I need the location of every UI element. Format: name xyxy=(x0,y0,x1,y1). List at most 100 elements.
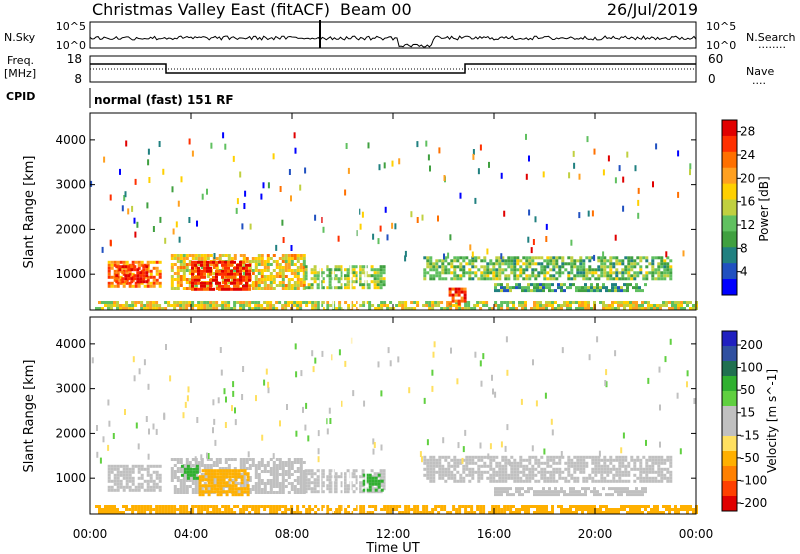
vel-cell xyxy=(377,361,380,368)
power-cell xyxy=(438,265,442,269)
vel-cell xyxy=(459,461,463,465)
vel-cell xyxy=(442,437,445,444)
power-cell xyxy=(389,307,393,310)
vel-cell xyxy=(359,508,363,511)
power-cell xyxy=(630,256,634,260)
power-cell xyxy=(549,256,553,260)
power-cell xyxy=(209,269,212,273)
power-cell xyxy=(459,268,463,272)
power-cell xyxy=(501,259,505,263)
vel-cell xyxy=(597,461,601,465)
power-cell xyxy=(401,301,405,304)
vel-cell xyxy=(477,479,481,483)
power-cell xyxy=(579,274,583,278)
power-cell xyxy=(477,256,481,260)
power-cell xyxy=(191,272,194,276)
vel-cell xyxy=(584,505,587,508)
power-cell xyxy=(440,307,444,310)
vel-cell xyxy=(338,349,341,356)
power-cell xyxy=(486,274,490,278)
power-cell xyxy=(209,272,212,276)
vel-cell xyxy=(207,490,211,494)
vel-cell xyxy=(483,461,487,465)
vel-cell xyxy=(281,464,285,467)
vel-cell xyxy=(665,505,668,508)
power-cell xyxy=(242,304,246,307)
power-cell xyxy=(534,274,538,278)
vel-cell xyxy=(477,455,481,459)
power-cell xyxy=(266,301,270,304)
vel-cell xyxy=(107,508,110,511)
vel-cell xyxy=(107,444,110,451)
power-cell xyxy=(128,284,132,288)
vel-cell xyxy=(263,485,267,488)
power-cell xyxy=(278,284,282,287)
vel-cell xyxy=(590,505,593,508)
power-cell xyxy=(212,304,216,307)
vel-cell xyxy=(471,476,475,480)
power-cell xyxy=(545,304,548,307)
vel-cell xyxy=(137,485,141,489)
vel-cell xyxy=(594,473,598,477)
vel-cell xyxy=(540,467,544,471)
vel-cell xyxy=(128,508,132,511)
power-cell xyxy=(563,289,566,293)
vel-cell xyxy=(668,508,671,511)
vel-cell xyxy=(506,508,510,511)
vel-cell xyxy=(176,476,180,479)
power-cell xyxy=(200,304,204,307)
vel-cell xyxy=(194,461,198,464)
power-cell xyxy=(281,254,285,257)
power-cell xyxy=(545,301,548,304)
vel-cell xyxy=(176,508,180,511)
vel-cell xyxy=(540,473,544,477)
vel-cell xyxy=(368,488,372,492)
power-cell xyxy=(266,263,270,266)
vel-cell xyxy=(116,473,120,477)
power-cell xyxy=(494,301,498,304)
power-cell xyxy=(645,256,649,260)
vel-cell xyxy=(573,467,577,471)
vel-cell xyxy=(648,470,652,474)
vel-cell xyxy=(110,505,113,508)
power-cell xyxy=(173,272,177,275)
vel-cell xyxy=(641,487,644,491)
power-cell xyxy=(218,269,221,273)
vel-cell xyxy=(510,473,514,477)
vel-cell xyxy=(317,456,320,463)
vel-cell xyxy=(590,508,593,511)
power-cell xyxy=(242,266,245,270)
power-cell xyxy=(227,301,231,304)
vel-cell xyxy=(257,508,261,511)
power-cell xyxy=(136,271,140,275)
power-cell xyxy=(446,304,450,307)
power-cell xyxy=(242,278,245,282)
vel-cell xyxy=(340,475,344,479)
vel-cell xyxy=(527,490,530,494)
vel-cell xyxy=(494,493,497,497)
vel-cell xyxy=(639,467,643,471)
power-cell xyxy=(429,268,433,272)
vel-cell xyxy=(555,467,559,471)
vel-cell xyxy=(578,493,581,497)
power-cell xyxy=(582,268,586,272)
vel-cell xyxy=(275,511,279,514)
vel-cell xyxy=(254,473,258,476)
power-cell xyxy=(125,269,129,273)
power-cell xyxy=(221,304,225,307)
vel-cell xyxy=(447,470,451,474)
power-cell xyxy=(352,286,356,290)
vel-cell xyxy=(254,491,258,494)
power-cell xyxy=(379,280,383,284)
time-axis-label: Time UT xyxy=(365,541,419,554)
power-cell xyxy=(615,277,619,281)
power-cell xyxy=(423,268,427,272)
vel-cell xyxy=(170,467,174,470)
vel-cell xyxy=(173,485,177,488)
power-cell xyxy=(239,272,242,276)
power-cell xyxy=(641,301,644,304)
power-cell xyxy=(459,262,463,266)
vel-cell xyxy=(302,406,304,413)
vel-cell xyxy=(598,450,601,457)
power-cell xyxy=(239,171,242,178)
